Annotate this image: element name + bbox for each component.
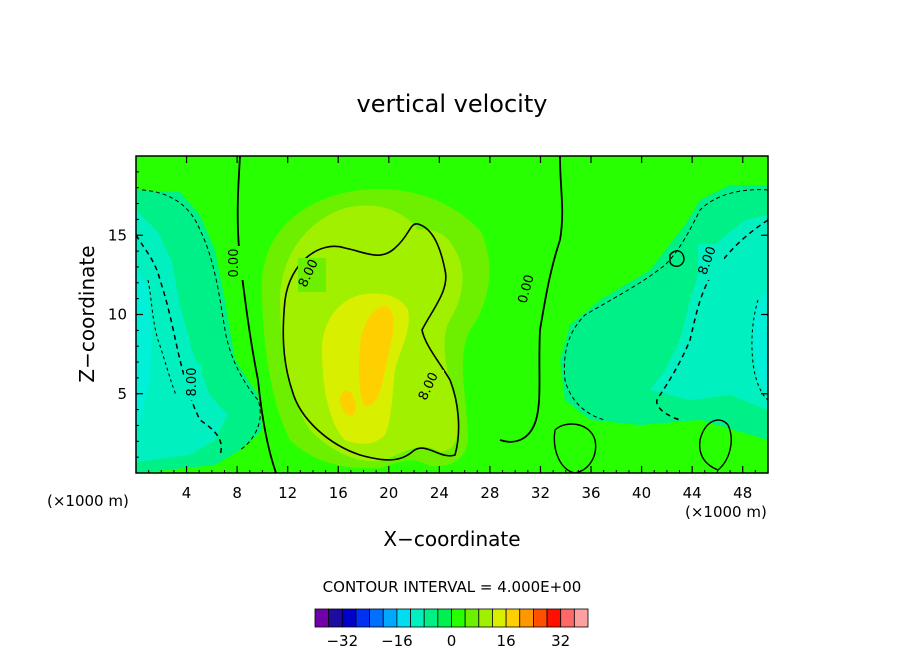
colorbar-swatch	[573, 608, 589, 628]
contour-12-dashed-right	[751, 299, 768, 401]
colorbar-swatch	[314, 608, 330, 628]
x-unit-label-right: (×1000 m)	[685, 503, 767, 521]
contour-8-dashed-right	[656, 219, 768, 421]
contour-label-bg-2	[516, 270, 542, 306]
contour-fill-right-m12	[752, 290, 768, 395]
chart-title: vertical velocity	[357, 90, 548, 118]
colorbar-swatch	[396, 608, 411, 628]
y-tick-label: 15	[108, 226, 127, 244]
x-tick-label: 24	[430, 484, 449, 502]
colorbar-swatch	[519, 608, 534, 628]
x-tick-label: 36	[581, 484, 600, 502]
x-tick-label: 4	[182, 484, 192, 502]
colorbar-swatch	[546, 608, 562, 628]
x-axis-label: X−coordinate	[383, 527, 520, 551]
contour-interval-text: CONTOUR INTERVAL = 4.000E+00	[323, 578, 582, 596]
x-tick-label: 48	[733, 484, 752, 502]
contour-small-loop-2	[553, 423, 597, 473]
contour-4-dashed-left	[141, 189, 261, 451]
contour-4-dashed-right	[563, 189, 768, 421]
contour-small-loop-3	[698, 419, 732, 471]
colorbar-swatch	[492, 608, 507, 628]
contour-small-loop-1	[669, 250, 685, 267]
colorbar-tick-label: 0	[447, 632, 457, 650]
contour-fill-left-m8	[136, 210, 228, 462]
colorbar-ticks: −32 −16 0 16 32	[326, 632, 570, 650]
x-tick-label: 28	[480, 484, 499, 502]
y-tick-label: 10	[108, 306, 127, 324]
plot-area: 0.00 8.00 0.00 8.00 8.00 8.00	[136, 156, 768, 473]
colorbar-tick-label: −16	[381, 632, 413, 650]
contour-fill-up-16	[358, 306, 394, 407]
contour-zero-right	[499, 156, 564, 443]
colorbar-swatch	[437, 608, 452, 628]
colorbar-swatch	[369, 608, 384, 628]
y-axis-label: Z−coordinate	[75, 245, 99, 382]
colorbar-swatch	[505, 608, 521, 628]
contour-lines	[136, 156, 768, 473]
contour-label-bg-4	[184, 364, 202, 400]
colorbar-swatch	[464, 608, 480, 628]
x-tick-label: 32	[531, 484, 550, 502]
contour-8-dashed-left	[136, 234, 222, 456]
x-tick-label: 8	[232, 484, 242, 502]
contour-label-0: 0.00	[227, 249, 242, 278]
contour-fill-left-m12	[136, 265, 152, 425]
colorbar-swatch	[423, 608, 439, 628]
colorbar-swatch	[533, 608, 548, 628]
x-tick-label: 40	[632, 484, 651, 502]
y-tick-label: 5	[117, 385, 127, 403]
colorbar-tick-label: 16	[497, 632, 516, 650]
contour-label-bg-0	[226, 246, 244, 280]
contour-12-dashed-left	[147, 279, 177, 396]
contour-label-bg-1	[298, 258, 326, 292]
x-tick-label: 12	[278, 484, 297, 502]
colorbar	[314, 608, 589, 628]
x-tick-label: 20	[379, 484, 398, 502]
contour-label-2: 0.00	[516, 273, 538, 305]
colorbar-swatch	[410, 608, 425, 628]
x-axis: 4 8 12 16 20 24 28 32 36 40 44 48	[148, 156, 756, 502]
colorbar-swatch	[328, 608, 343, 628]
contour-fill-up-16b	[340, 390, 356, 416]
colorbar-swatch	[478, 608, 493, 628]
contour-zero-left	[236, 156, 277, 473]
colorbar-swatch	[382, 608, 398, 628]
colorbar-swatch	[451, 608, 466, 628]
x-unit-label-left: (×1000 m)	[47, 492, 129, 510]
contour-label-4: 8.00	[185, 368, 200, 397]
contour-label-bg-3	[698, 244, 724, 280]
contour-labels: 0.00 8.00 0.00 8.00 8.00 8.00	[184, 244, 724, 406]
contour-label-bg-5	[418, 370, 444, 406]
colorbar-tick-label: 32	[551, 632, 570, 650]
contour-eight-main	[282, 223, 460, 461]
colorbar-swatch	[341, 608, 357, 628]
colorbar-tick-label: −32	[326, 632, 358, 650]
colorbar-swatch	[355, 608, 371, 628]
x-tick-label: 16	[329, 484, 348, 502]
x-tick-label: 44	[683, 484, 702, 502]
y-axis: 5 10 15	[108, 171, 768, 458]
colorbar-swatch	[560, 608, 575, 628]
